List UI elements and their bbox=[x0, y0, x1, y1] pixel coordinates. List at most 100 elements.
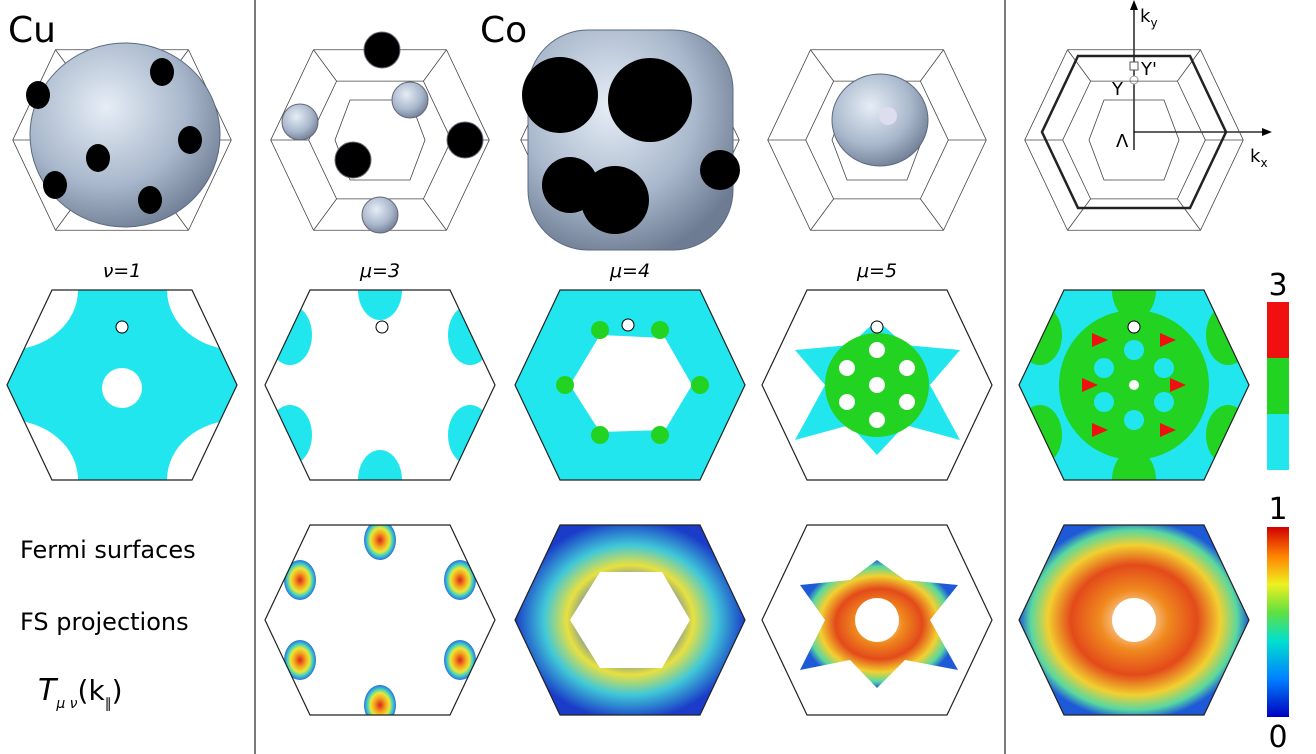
legend-text: FS projections bbox=[20, 608, 189, 636]
hole bbox=[869, 412, 885, 428]
zone-edge bbox=[423, 198, 447, 231]
pocket bbox=[268, 305, 312, 365]
projection bbox=[265, 290, 495, 480]
fermi-surface bbox=[29, 42, 221, 228]
neck bbox=[178, 126, 202, 154]
hole bbox=[1094, 358, 1114, 378]
hole bbox=[855, 598, 899, 642]
transmission-spot bbox=[284, 640, 316, 680]
hole bbox=[1094, 392, 1114, 412]
hole bbox=[869, 377, 885, 393]
colorbar-segment bbox=[1267, 302, 1289, 358]
fermi-pocket bbox=[391, 81, 429, 119]
axis-label: kx bbox=[1250, 146, 1268, 170]
neck bbox=[26, 81, 50, 109]
hole bbox=[570, 572, 690, 668]
triangle bbox=[1160, 333, 1176, 347]
hole bbox=[899, 360, 915, 376]
zone-edge bbox=[1088, 99, 1180, 181]
pocket bbox=[651, 426, 669, 444]
projection-label: μ=3 bbox=[359, 260, 400, 282]
marker bbox=[621, 318, 635, 332]
triangle bbox=[1092, 333, 1108, 347]
triangle bbox=[1092, 423, 1108, 437]
projection bbox=[265, 525, 495, 715]
hex-outline bbox=[761, 289, 993, 481]
hex-outline bbox=[1018, 289, 1250, 481]
marker bbox=[870, 320, 884, 334]
point-label: Y bbox=[1111, 79, 1124, 100]
zone-edge bbox=[423, 49, 447, 82]
zone-edge bbox=[313, 49, 337, 82]
projection-label: μ=4 bbox=[609, 260, 650, 282]
formula-part: μ ν bbox=[55, 696, 77, 712]
pocket bbox=[448, 305, 492, 365]
projection bbox=[1019, 525, 1249, 715]
zone-edge bbox=[920, 198, 944, 231]
transmission-spot bbox=[444, 640, 476, 680]
projection bbox=[7, 290, 237, 480]
pocket bbox=[651, 321, 669, 339]
neck bbox=[43, 171, 67, 199]
zone-edge bbox=[308, 80, 452, 200]
panel-label: Cu bbox=[8, 10, 56, 51]
white-region bbox=[7, 290, 78, 350]
pocket bbox=[358, 450, 402, 480]
marker bbox=[375, 320, 389, 334]
point-marker bbox=[1129, 75, 1139, 85]
artwork bbox=[6, 29, 1250, 716]
pocket bbox=[1112, 450, 1156, 480]
arrow bbox=[1262, 128, 1272, 136]
formula-part: ) bbox=[112, 674, 123, 707]
hole bbox=[102, 368, 142, 408]
pocket bbox=[591, 321, 609, 339]
pocket bbox=[591, 426, 609, 444]
formula-part: ∥ bbox=[105, 696, 112, 712]
transmission-spot bbox=[284, 560, 316, 600]
hole bbox=[1129, 380, 1139, 390]
zone-edge bbox=[1177, 49, 1201, 82]
hole bbox=[522, 57, 598, 133]
hole bbox=[879, 107, 897, 125]
white-region bbox=[167, 290, 237, 350]
fermi-pocket bbox=[334, 141, 372, 179]
arrow bbox=[1130, 0, 1138, 10]
zone-edge bbox=[810, 198, 834, 231]
hex-outline bbox=[6, 289, 238, 481]
formula-part: (k bbox=[78, 674, 106, 707]
neck bbox=[138, 186, 162, 214]
colorbar-segment bbox=[1267, 414, 1289, 470]
hex-bg bbox=[265, 525, 495, 715]
axis-label: ky bbox=[1140, 6, 1158, 30]
fermi-pocket bbox=[446, 121, 484, 159]
fermi-pocket bbox=[281, 103, 319, 141]
triangle bbox=[1082, 378, 1098, 392]
axis-label-part: k bbox=[1250, 146, 1261, 167]
colorbar-segment bbox=[1267, 358, 1289, 414]
transmission-spot bbox=[444, 560, 476, 600]
hole bbox=[700, 150, 740, 190]
neck bbox=[86, 144, 110, 172]
hole bbox=[581, 166, 649, 234]
zone-edge bbox=[810, 49, 834, 82]
hex-outline bbox=[514, 524, 746, 716]
projection bbox=[1019, 290, 1249, 480]
triangle bbox=[1170, 378, 1186, 392]
hex-outline bbox=[264, 524, 496, 716]
pocket bbox=[448, 405, 492, 465]
white-region bbox=[167, 420, 237, 480]
point-label: Λ bbox=[1116, 131, 1129, 152]
hex-bg bbox=[265, 290, 495, 480]
fermi-pocket bbox=[363, 31, 401, 69]
zone-edge bbox=[313, 198, 337, 231]
transmission-spot bbox=[364, 685, 396, 715]
hole bbox=[1124, 340, 1144, 360]
neck bbox=[150, 58, 174, 86]
white-region bbox=[7, 420, 78, 480]
panel-label: Co bbox=[480, 10, 527, 51]
hex-outline bbox=[761, 524, 993, 716]
point-marker bbox=[1129, 61, 1139, 71]
marker bbox=[1127, 320, 1141, 334]
hex-outline bbox=[264, 289, 496, 481]
